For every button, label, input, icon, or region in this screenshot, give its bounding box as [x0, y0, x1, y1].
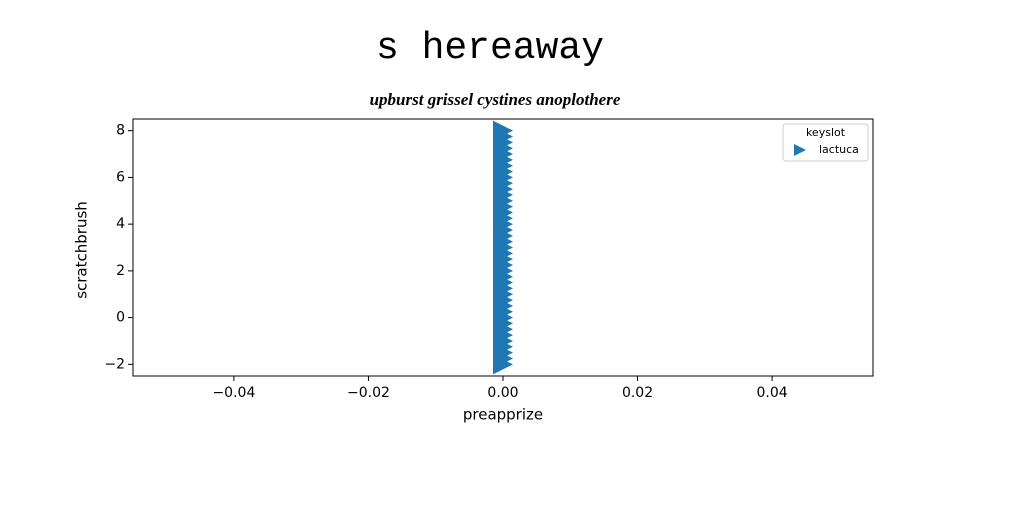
x-tick-label: 0.00 — [487, 385, 518, 401]
x-tick-label: 0.04 — [757, 385, 788, 401]
x-tick-label: 0.02 — [622, 385, 653, 401]
legend-box — [782, 123, 869, 162]
y-tick-label: 4 — [116, 216, 125, 232]
chart-subtitle: upburst grissel cystines anoplothere — [370, 90, 621, 109]
legend-title: keyslot — [806, 126, 846, 139]
y-tick-label: 0 — [116, 310, 125, 326]
y-tick-label: 2 — [116, 263, 125, 279]
plot-frame — [132, 118, 874, 377]
legend-marker — [794, 144, 806, 156]
y-tick-label: 8 — [116, 123, 125, 139]
chart-title: s hereaway — [376, 27, 604, 70]
x-tick-label: −0.02 — [347, 385, 390, 401]
x-tick-label: −0.04 — [212, 385, 255, 401]
y-tick-label: −2 — [104, 356, 125, 372]
x-axis-label: preapprize — [463, 406, 543, 424]
y-axis-label: scratchbrush — [73, 201, 91, 299]
legend-label: lactuca — [819, 143, 859, 156]
marker — [493, 120, 513, 141]
y-tick-label: 6 — [116, 169, 125, 185]
